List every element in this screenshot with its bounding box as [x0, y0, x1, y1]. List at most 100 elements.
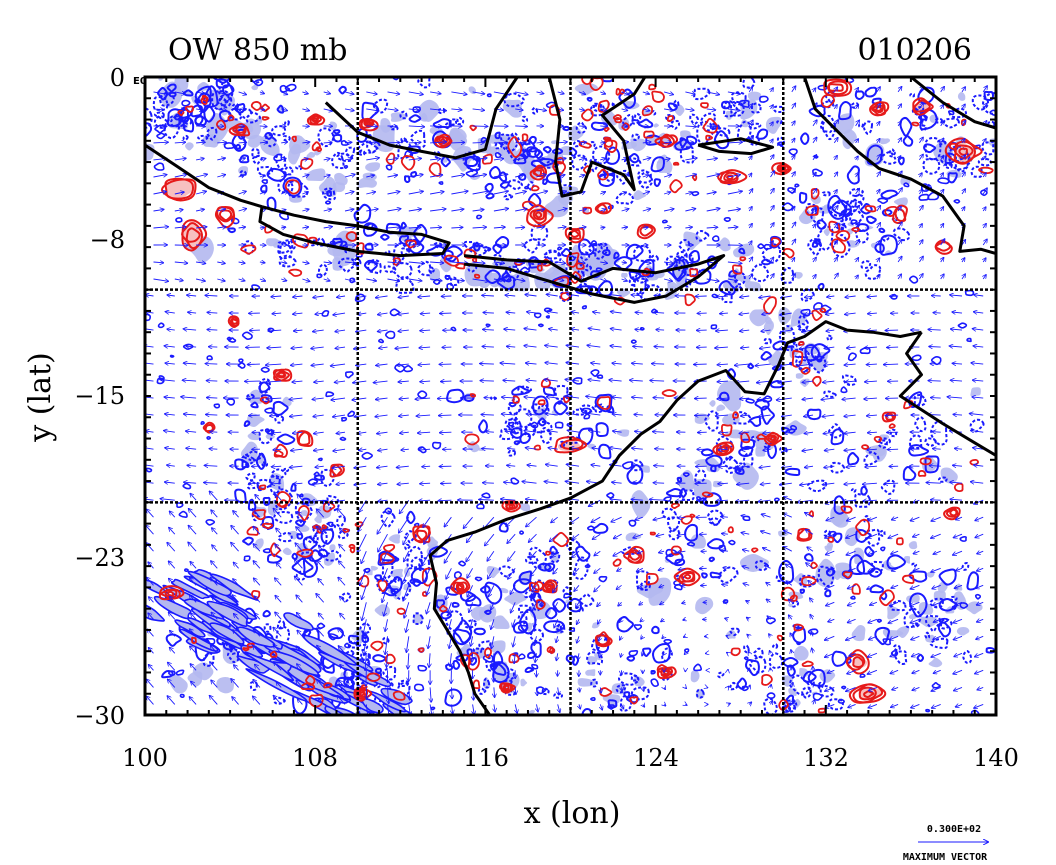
- blue-fill-patch: [282, 547, 292, 556]
- blue-fill-patch: [329, 544, 336, 551]
- blue-fill-patch: [677, 469, 695, 491]
- wind-vector: [480, 364, 494, 365]
- blue-contour: [276, 433, 296, 445]
- blue-contour: [695, 688, 705, 699]
- blue-fill-patch: [305, 168, 326, 182]
- x-tick-label: 116: [463, 744, 509, 772]
- blue-contour: [376, 731, 411, 753]
- blue-contour: [364, 242, 374, 251]
- blue-contour: [708, 517, 721, 526]
- blue-contour: [800, 288, 815, 302]
- blue-fill-patch: [716, 237, 731, 252]
- blue-contour: [417, 77, 431, 89]
- wind-vector: [259, 227, 264, 228]
- blue-contour: [651, 110, 657, 116]
- blue-contour: [159, 91, 175, 107]
- blue-contour: [866, 215, 877, 225]
- blue-contour: [676, 476, 683, 483]
- blue-contour: [542, 146, 552, 154]
- blue-contour: [949, 595, 958, 602]
- blue-contour: [863, 451, 880, 466]
- blue-contour: [332, 129, 341, 135]
- blue-contour: [358, 149, 366, 157]
- blue-contour: [969, 418, 985, 433]
- blue-contour: [886, 554, 906, 570]
- blue-contour: [718, 280, 736, 296]
- blue-contour: [445, 610, 464, 632]
- blue-contour: [833, 495, 846, 515]
- blue-contour: [653, 178, 662, 187]
- x-axis: 100 108 116 124 132 140 x (lon): [122, 744, 1019, 831]
- blue-fill-patch: [585, 669, 596, 677]
- plot-title-right: 010206: [857, 33, 972, 68]
- wind-vector: [207, 398, 218, 399]
- blue-contour: [320, 528, 335, 545]
- blue-contour: [700, 448, 714, 457]
- blue-contour: [756, 128, 769, 140]
- blue-fill-patch: [449, 127, 467, 144]
- blue-contour: [541, 403, 550, 415]
- blue-contour: [513, 440, 521, 446]
- wind-vector: [929, 347, 941, 348]
- blue-contour: [850, 487, 857, 493]
- blue-contour: [916, 653, 925, 662]
- blue-contour: [841, 216, 848, 223]
- corner-label: E0: [133, 76, 147, 87]
- blue-contour: [291, 557, 314, 575]
- blue-contour: [846, 165, 860, 185]
- blue-fill-patch: [470, 606, 490, 621]
- blue-contour: [301, 551, 313, 560]
- blue-fill-patch: [332, 237, 356, 267]
- blue-contour: [784, 467, 801, 477]
- blue-contour: [639, 284, 662, 301]
- wind-vector: [933, 313, 941, 314]
- blue-contour: [215, 78, 230, 89]
- blue-contour: [924, 136, 942, 161]
- blue-contour: [729, 100, 745, 117]
- blue-contour: [858, 123, 865, 129]
- blue-contour: [784, 703, 797, 713]
- blue-contour: [817, 565, 835, 588]
- blue-contour: [730, 91, 747, 106]
- blue-contour: [527, 181, 535, 191]
- blue-contour: [618, 672, 640, 686]
- blue-contour: [512, 578, 533, 594]
- blue-contour: [752, 647, 764, 659]
- blue-contour: [389, 124, 399, 131]
- red-contour: [67, 115, 77, 122]
- blue-fill-patch: [135, 63, 154, 74]
- wind-vector: [483, 483, 494, 484]
- blue-contour: [854, 90, 865, 100]
- blue-contour: [302, 536, 318, 551]
- blue-contour: [433, 242, 443, 249]
- red-contour: [1011, 425, 1015, 430]
- legend-value: 0.300E+02: [927, 824, 981, 835]
- blue-fill-patch: [879, 138, 891, 145]
- blue-contour: [840, 208, 852, 218]
- wind-vector: [344, 142, 352, 143]
- blue-contour: [595, 422, 609, 438]
- blue-contour: [689, 113, 699, 125]
- blue-contour: [922, 158, 941, 175]
- blue-contour: [403, 530, 417, 544]
- blue-contour: [572, 408, 588, 416]
- blue-contour: [194, 85, 212, 104]
- blue-contour: [961, 561, 970, 571]
- blue-contour: [749, 656, 767, 674]
- blue-contour: [556, 623, 566, 633]
- blue-contour: [412, 612, 424, 625]
- wind-vector: [238, 142, 247, 143]
- blue-contour: [987, 120, 996, 128]
- blue-contour: [197, 134, 209, 142]
- blue-contour: [880, 151, 897, 165]
- blue-contour: [131, 104, 135, 106]
- blue-contour: [364, 259, 378, 272]
- blue-contour: [231, 102, 240, 110]
- blue-contour: [367, 259, 382, 275]
- blue-contour: [830, 461, 845, 474]
- blue-contour: [277, 179, 294, 194]
- blue-contour: [382, 665, 397, 681]
- blue-contour: [256, 478, 273, 490]
- blue-contour: [821, 191, 831, 197]
- blue-contour: [296, 533, 304, 540]
